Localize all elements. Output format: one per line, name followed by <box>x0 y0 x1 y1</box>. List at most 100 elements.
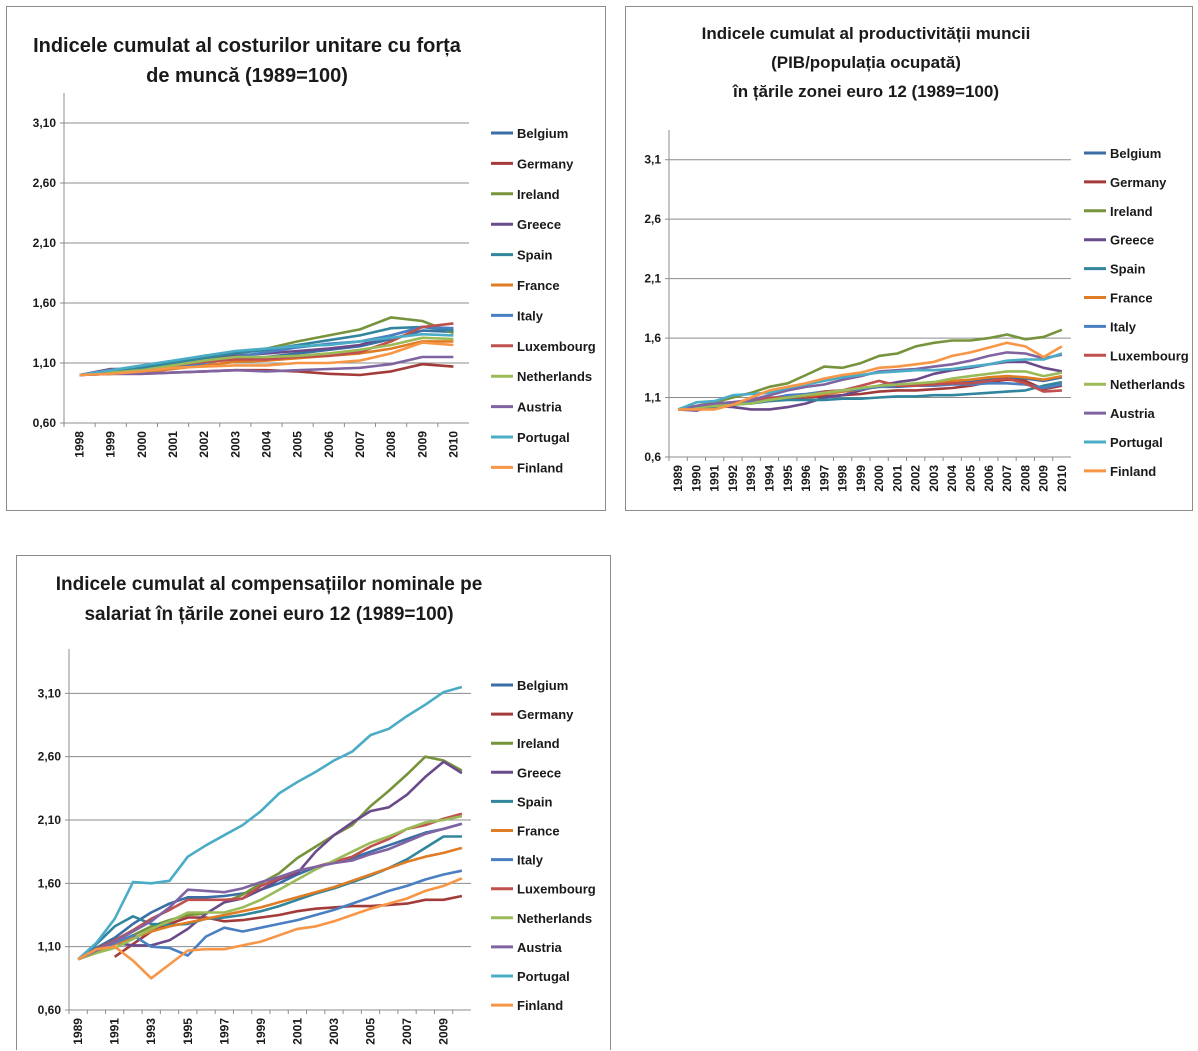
legend-label: Netherlands <box>1110 377 1185 392</box>
x-tick-label: 2008 <box>384 431 398 458</box>
x-tick-label: 2001 <box>166 431 180 458</box>
x-tick-label: 2007 <box>1000 465 1014 492</box>
y-tick-label: 2,10 <box>33 236 57 250</box>
chart-title-line: salariat în țările zonei euro 12 (1989=1… <box>84 604 453 625</box>
series-line-finland <box>77 877 463 980</box>
legend-label: Spain <box>1110 262 1145 277</box>
chart-compensation: Indicele cumulat al compensațiilor nomin… <box>16 555 611 1050</box>
x-tick-label: 2003 <box>327 1018 341 1045</box>
series-line-netherlands <box>77 814 463 961</box>
x-tick-label: 2000 <box>135 431 149 458</box>
x-tick-label: 2007 <box>400 1018 414 1045</box>
x-tick-label: 1991 <box>108 1018 122 1045</box>
y-tick-label: 1,10 <box>33 356 57 370</box>
series-line-netherlands <box>677 370 1063 411</box>
y-tick-label: 3,10 <box>38 686 62 700</box>
legend-label: Austria <box>517 400 563 415</box>
chart-title-line: Indicele cumulat al productivității munc… <box>702 24 1031 43</box>
legend-label: Belgium <box>1110 146 1161 161</box>
y-tick-label: 1,6 <box>644 331 661 345</box>
legend-label: Ireland <box>517 187 560 202</box>
x-tick-label: 2007 <box>353 431 367 458</box>
series-line-austria <box>79 355 454 377</box>
y-tick-label: 3,10 <box>33 116 57 130</box>
series-line-greece <box>77 760 463 961</box>
y-tick-label: 2,1 <box>644 272 661 286</box>
legend-label: Netherlands <box>517 369 592 384</box>
x-tick-label: 2009 <box>415 431 429 458</box>
legend-label: Germany <box>517 156 574 171</box>
chart-labor-cost-svg: Indicele cumulat al costurilor unitare c… <box>33 35 596 475</box>
legend-label: Portugal <box>517 430 570 445</box>
x-tick-label: 1993 <box>144 1018 158 1045</box>
legend-label: Germany <box>1110 175 1167 190</box>
legend-label: France <box>517 824 560 839</box>
x-tick-label: 1999 <box>104 431 118 458</box>
x-tick-label: 1990 <box>689 465 703 492</box>
y-tick-label: 1,10 <box>38 940 62 954</box>
y-tick-label: 0,60 <box>33 416 57 430</box>
x-tick-label: 1993 <box>744 465 758 492</box>
x-tick-label: 2003 <box>927 465 941 492</box>
legend-label: Greece <box>517 765 561 780</box>
y-tick-label: 1,60 <box>33 296 57 310</box>
x-tick-label: 2008 <box>1018 465 1032 492</box>
y-tick-label: 1,60 <box>38 876 62 890</box>
x-tick-label: 1996 <box>799 465 813 492</box>
y-tick-label: 2,60 <box>33 176 57 190</box>
legend-label: France <box>1110 291 1153 306</box>
y-tick-label: 0,6 <box>644 450 661 464</box>
x-tick-label: 2003 <box>228 431 242 458</box>
series-line-italy <box>77 869 463 961</box>
x-tick-label: 1997 <box>817 465 831 492</box>
chart-productivity-svg: Indicele cumulat al productivității munc… <box>644 24 1189 492</box>
legend-label: Austria <box>1110 406 1156 421</box>
legend-label: Finland <box>1110 464 1156 479</box>
x-tick-label: 1997 <box>217 1018 231 1045</box>
y-tick-label: 1,1 <box>644 391 661 405</box>
x-tick-label: 1989 <box>671 465 685 492</box>
legend-label: Netherlands <box>517 911 592 926</box>
legend-label: Italy <box>1110 319 1137 334</box>
legend-label: France <box>517 278 560 293</box>
y-tick-label: 2,10 <box>38 813 62 827</box>
x-tick-label: 2006 <box>322 431 336 458</box>
x-tick-label: 1995 <box>781 465 795 492</box>
x-tick-label: 2006 <box>982 465 996 492</box>
series-line-finland <box>79 341 454 377</box>
legend-label: Ireland <box>1110 204 1153 219</box>
series-line-finland <box>678 341 1063 411</box>
legend-label: Greece <box>517 217 561 232</box>
x-tick-label: 2001 <box>890 465 904 492</box>
chart-title-line: Indicele cumulat al costurilor unitare c… <box>33 35 462 57</box>
legend-label: Portugal <box>517 969 570 984</box>
legend-label: Ireland <box>517 736 560 751</box>
x-tick-label: 2005 <box>364 1018 378 1045</box>
series-line-portugal <box>77 685 463 961</box>
x-tick-label: 2005 <box>964 465 978 492</box>
legend-label: Luxembourg <box>517 339 596 354</box>
x-tick-label: 2009 <box>437 1018 451 1045</box>
chart-labor-cost: Indicele cumulat al costurilor unitare c… <box>6 6 606 511</box>
series-line-germany <box>113 894 463 958</box>
series-line-portugal <box>79 332 454 377</box>
x-tick-label: 1989 <box>71 1018 85 1045</box>
legend-label: Spain <box>517 248 552 263</box>
x-tick-label: 2010 <box>1055 465 1069 492</box>
legend-label: Italy <box>517 308 544 323</box>
x-tick-label: 2010 <box>446 431 460 458</box>
chart-title-line: Indicele cumulat al compensațiilor nomin… <box>56 574 483 595</box>
x-tick-label: 2002 <box>909 465 923 492</box>
legend-label: Finland <box>517 998 563 1013</box>
x-tick-label: 2004 <box>260 431 274 458</box>
x-tick-label: 2000 <box>872 465 886 492</box>
x-tick-label: 1998 <box>73 431 87 458</box>
y-tick-label: 3,1 <box>644 153 661 167</box>
legend-label: Finland <box>517 460 563 475</box>
legend-label: Greece <box>1110 233 1154 248</box>
legend-label: Luxembourg <box>1110 348 1189 363</box>
chart-title-line: (PIB/populația ocupată) <box>771 53 961 72</box>
x-tick-label: 1995 <box>181 1018 195 1045</box>
x-tick-label: 2004 <box>945 465 959 492</box>
series-line-belgium <box>77 822 463 961</box>
